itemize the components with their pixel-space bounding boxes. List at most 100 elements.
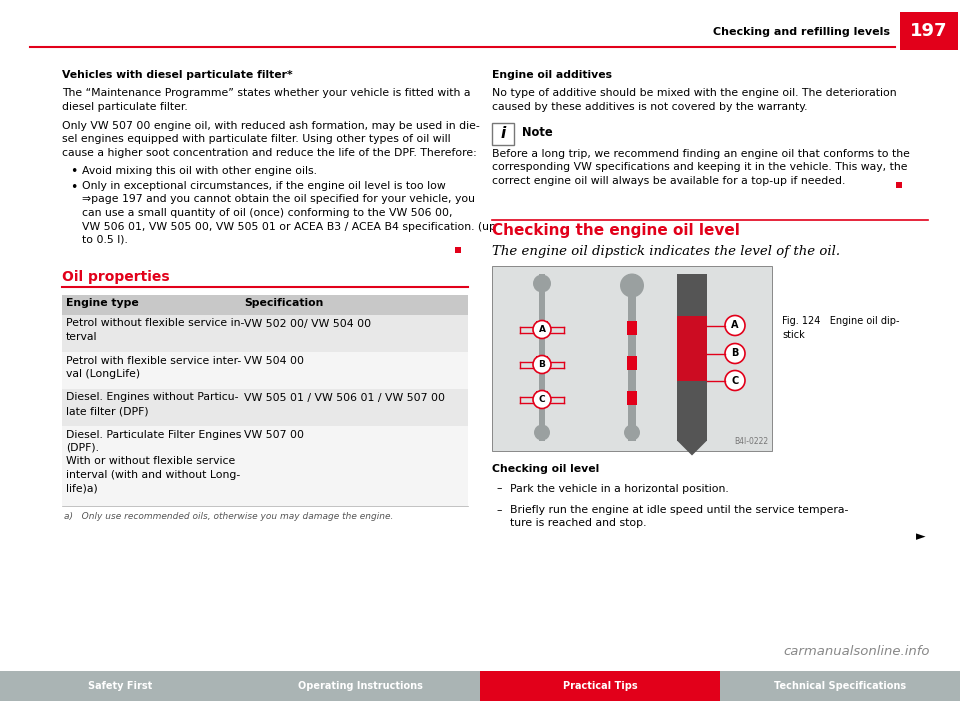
Circle shape xyxy=(533,355,551,374)
Text: A: A xyxy=(539,325,545,334)
Text: Safety First: Safety First xyxy=(88,681,152,691)
Text: B: B xyxy=(732,348,738,358)
Bar xyxy=(677,315,707,381)
Bar xyxy=(627,390,637,404)
Text: Diesel. Engines without Particu-: Diesel. Engines without Particu- xyxy=(66,393,238,402)
Text: Avoid mixing this oil with other engine oils.: Avoid mixing this oil with other engine … xyxy=(82,165,317,175)
Bar xyxy=(628,273,636,440)
Text: val (LongLife): val (LongLife) xyxy=(66,369,140,379)
Text: Practical Tips: Practical Tips xyxy=(563,681,637,691)
Circle shape xyxy=(533,275,551,292)
Text: Diesel. Particulate Filter Engines: Diesel. Particulate Filter Engines xyxy=(66,430,241,440)
Bar xyxy=(62,388,468,426)
Text: Technical Specifications: Technical Specifications xyxy=(774,681,906,691)
Text: carmanualsonline.info: carmanualsonline.info xyxy=(783,645,930,658)
Bar xyxy=(720,671,960,701)
Bar xyxy=(62,294,468,315)
Text: to 0.5 l).: to 0.5 l). xyxy=(82,235,128,245)
Text: The engine oil dipstick indicates the level of the oil.: The engine oil dipstick indicates the le… xyxy=(492,245,840,259)
Circle shape xyxy=(624,425,640,440)
Text: correct engine oil will always be available for a top-up if needed.: correct engine oil will always be availa… xyxy=(492,176,846,186)
Text: late filter (DPF): late filter (DPF) xyxy=(66,406,149,416)
Text: 197: 197 xyxy=(910,22,948,40)
Text: (DPF).: (DPF). xyxy=(66,443,99,453)
Text: Operating Instructions: Operating Instructions xyxy=(298,681,422,691)
Text: caused by these additives is not covered by the warranty.: caused by these additives is not covered… xyxy=(492,102,807,111)
Text: VW 502 00/ VW 504 00: VW 502 00/ VW 504 00 xyxy=(244,318,372,329)
Bar xyxy=(62,426,468,506)
Bar xyxy=(536,355,548,367)
Bar xyxy=(492,123,514,145)
Bar xyxy=(627,355,637,369)
Text: Engine oil additives: Engine oil additives xyxy=(492,70,612,80)
Text: Petrol with flexible service inter-: Petrol with flexible service inter- xyxy=(66,355,241,365)
Text: Park the vehicle in a horizontal position.: Park the vehicle in a horizontal positio… xyxy=(510,484,729,494)
Text: ►: ► xyxy=(917,530,926,543)
Text: VW 504 00: VW 504 00 xyxy=(244,355,304,365)
Text: stick: stick xyxy=(782,329,804,339)
Bar xyxy=(900,12,958,50)
Bar xyxy=(480,671,720,701)
Text: Oil properties: Oil properties xyxy=(62,271,170,285)
Text: Only in exceptional circumstances, if the engine oil level is too low: Only in exceptional circumstances, if th… xyxy=(82,181,445,191)
Text: sel engines equipped with particulate filter. Using other types of oil will: sel engines equipped with particulate fi… xyxy=(62,135,450,144)
Text: Only VW 507 00 engine oil, with reduced ash formation, may be used in die-: Only VW 507 00 engine oil, with reduced … xyxy=(62,121,480,131)
Bar xyxy=(240,671,480,701)
Bar xyxy=(492,266,772,451)
Bar xyxy=(627,320,637,334)
Circle shape xyxy=(620,273,644,297)
Text: life)a): life)a) xyxy=(66,484,98,494)
Circle shape xyxy=(725,371,745,390)
Text: terval: terval xyxy=(66,332,98,342)
Text: interval (with and without Long-: interval (with and without Long- xyxy=(66,470,240,480)
Text: a)   Only use recommended oils, otherwise you may damage the engine.: a) Only use recommended oils, otherwise … xyxy=(64,512,394,521)
Text: Note: Note xyxy=(522,126,553,139)
Text: Checking oil level: Checking oil level xyxy=(492,465,599,475)
Text: Checking the engine oil level: Checking the engine oil level xyxy=(492,224,740,238)
Bar xyxy=(62,351,468,388)
Text: VW 505 01 / VW 506 01 / VW 507 00: VW 505 01 / VW 506 01 / VW 507 00 xyxy=(244,393,445,402)
Text: C: C xyxy=(732,376,738,386)
Text: ture is reached and stop.: ture is reached and stop. xyxy=(510,519,646,529)
Bar xyxy=(536,320,548,332)
Text: A: A xyxy=(732,320,739,330)
Circle shape xyxy=(533,390,551,409)
Bar xyxy=(536,390,548,402)
Text: B4I-0222: B4I-0222 xyxy=(733,437,768,447)
Text: No type of additive should be mixed with the engine oil. The deterioration: No type of additive should be mixed with… xyxy=(492,88,897,98)
Bar xyxy=(0,671,240,701)
Text: i: i xyxy=(500,126,506,142)
Text: With or without flexible service: With or without flexible service xyxy=(66,456,235,466)
Text: can use a small quantity of oil (once) conforming to the VW 506 00,: can use a small quantity of oil (once) c… xyxy=(82,208,452,218)
Text: –: – xyxy=(496,484,501,494)
Circle shape xyxy=(533,320,551,339)
Text: Engine type: Engine type xyxy=(66,299,139,308)
Text: Before a long trip, we recommend finding an engine oil that conforms to the: Before a long trip, we recommend finding… xyxy=(492,149,910,159)
Text: Checking and refilling levels: Checking and refilling levels xyxy=(713,27,890,37)
Text: ⇒page 197 and you cannot obtain the oil specified for your vehicle, you: ⇒page 197 and you cannot obtain the oil … xyxy=(82,194,475,205)
Text: Specification: Specification xyxy=(244,299,324,308)
Bar xyxy=(455,247,461,252)
Text: C: C xyxy=(539,395,545,404)
Bar xyxy=(896,182,902,187)
Circle shape xyxy=(725,343,745,364)
Circle shape xyxy=(725,315,745,336)
Text: Vehicles with diesel particulate filter*: Vehicles with diesel particulate filter* xyxy=(62,70,293,80)
Bar xyxy=(539,273,545,440)
Text: cause a higher soot concentration and reduce the life of the DPF. Therefore:: cause a higher soot concentration and re… xyxy=(62,148,477,158)
Bar xyxy=(677,273,707,440)
Circle shape xyxy=(534,425,550,440)
Text: The “Maintenance Programme” states whether your vehicle is fitted with a: The “Maintenance Programme” states wheth… xyxy=(62,88,470,98)
Text: VW 507 00: VW 507 00 xyxy=(244,430,304,440)
Polygon shape xyxy=(677,440,707,456)
Text: –: – xyxy=(496,505,501,515)
Text: diesel particulate filter.: diesel particulate filter. xyxy=(62,102,188,111)
Bar xyxy=(62,315,468,351)
Text: •: • xyxy=(70,165,78,179)
Text: VW 506 01, VW 505 00, VW 505 01 or ACEA B3 / ACEA B4 specification. (up: VW 506 01, VW 505 00, VW 505 01 or ACEA … xyxy=(82,222,496,231)
Text: Briefly run the engine at idle speed until the service tempera-: Briefly run the engine at idle speed unt… xyxy=(510,505,849,515)
Text: corresponding VW specifications and keeping it in the vehicle. This way, the: corresponding VW specifications and keep… xyxy=(492,163,907,172)
Text: B: B xyxy=(539,360,545,369)
Text: Petrol without flexible service in-: Petrol without flexible service in- xyxy=(66,318,245,329)
Text: •: • xyxy=(70,181,78,194)
